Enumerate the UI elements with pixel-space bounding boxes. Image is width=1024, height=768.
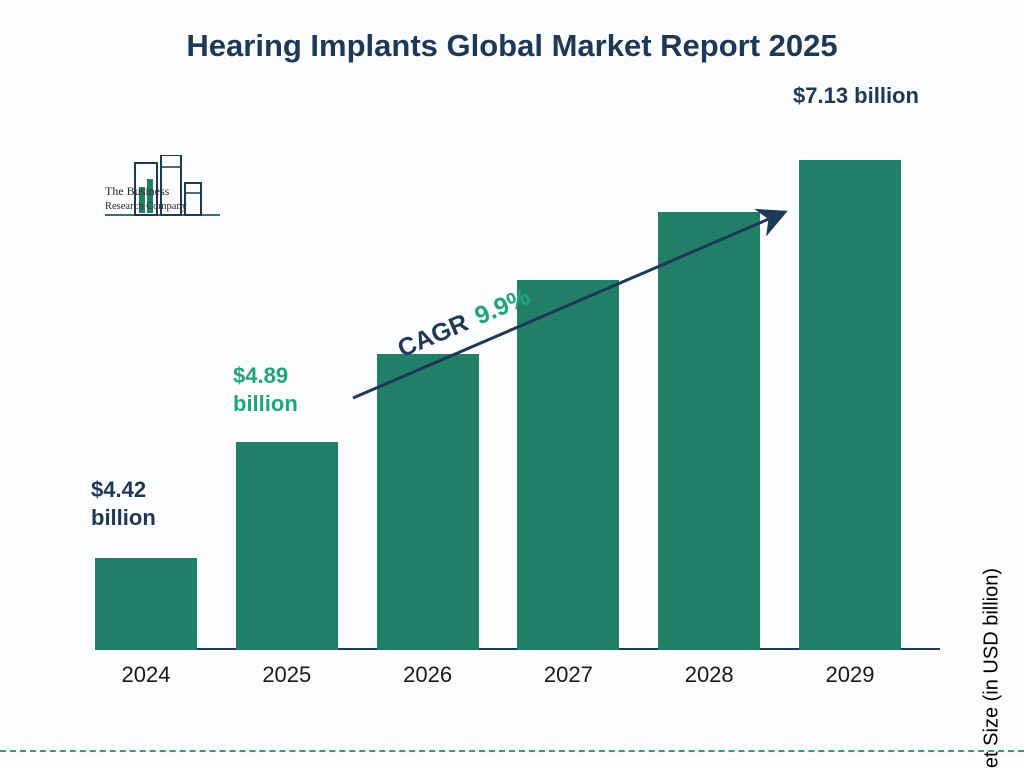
x-tick-label: 2029 [780,662,920,688]
bottom-dash-line [0,750,1024,752]
x-tick-label: 2028 [639,662,779,688]
page-title: Hearing Implants Global Market Report 20… [0,28,1024,64]
arrow-icon [95,140,940,650]
y-axis-title: Market Size (in USD billion) [981,568,1004,768]
chart-container: Hearing Implants Global Market Report 20… [0,0,1024,768]
x-tick-label: 2025 [217,662,357,688]
x-tick-label: 2027 [498,662,638,688]
bar-chart: 202420252026202720282029$4.42billion$4.8… [95,140,940,710]
bar-value-label: $7.13 billion [793,82,1013,110]
x-tick-label: 2024 [76,662,216,688]
x-tick-label: 2026 [358,662,498,688]
